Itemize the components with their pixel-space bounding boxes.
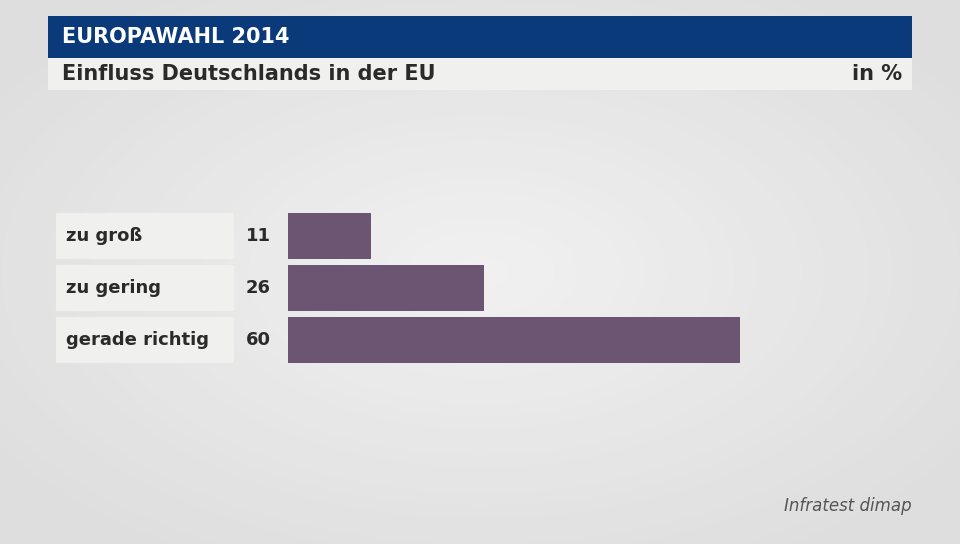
Bar (288, 317, 740, 363)
Bar (56, 265, 234, 311)
Bar (48, 16, 912, 58)
Bar (56, 317, 234, 363)
Text: Infratest dimap: Infratest dimap (784, 497, 912, 515)
Text: 11: 11 (246, 227, 271, 245)
Text: in %: in % (852, 64, 902, 84)
Text: zu gering: zu gering (66, 279, 161, 297)
Bar (56, 213, 234, 259)
Text: 60: 60 (246, 331, 271, 349)
Bar (48, 58, 912, 90)
Text: Einfluss Deutschlands in der EU: Einfluss Deutschlands in der EU (62, 64, 436, 84)
Bar (288, 213, 371, 259)
Text: zu groß: zu groß (66, 227, 142, 245)
Bar (288, 265, 484, 311)
Text: EUROPAWAHL 2014: EUROPAWAHL 2014 (62, 27, 290, 47)
Text: 26: 26 (246, 279, 271, 297)
Text: gerade richtig: gerade richtig (66, 331, 209, 349)
